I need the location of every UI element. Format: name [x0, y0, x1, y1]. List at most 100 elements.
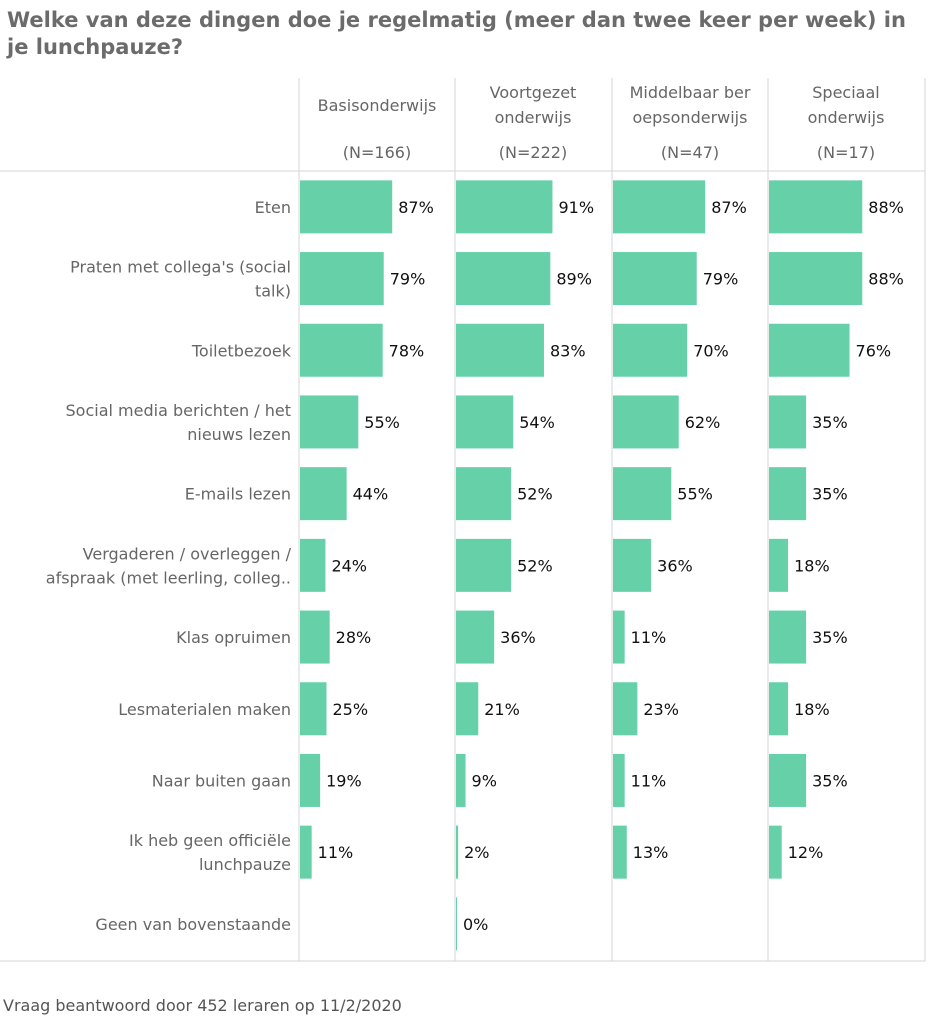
column-header-name: Speciaal — [812, 83, 879, 102]
bar-value-label: 13% — [633, 843, 669, 862]
bar — [456, 395, 514, 449]
bar-value-label: 55% — [364, 413, 400, 432]
category-label: talk) — [255, 282, 291, 301]
bar — [613, 682, 638, 736]
chart-title: Welke van deze dingen doe je regelmatig … — [7, 8, 906, 59]
bar-value-label: 24% — [331, 556, 367, 575]
bar — [456, 323, 544, 377]
bar-value-label: 79% — [703, 270, 739, 289]
bar — [613, 395, 679, 449]
bar — [456, 753, 466, 807]
bar — [456, 897, 457, 951]
bar — [613, 180, 706, 234]
bar-value-label: 25% — [333, 700, 369, 719]
bar — [769, 395, 807, 449]
bar-value-label: 36% — [657, 556, 693, 575]
bar — [456, 252, 551, 306]
bar — [300, 467, 347, 521]
bar — [456, 538, 512, 592]
bar — [300, 323, 383, 377]
column-header-n: (N=166) — [343, 143, 411, 162]
bar — [769, 467, 807, 521]
category-label: E-mails lezen — [185, 485, 291, 504]
column-header-name: onderwijs — [495, 108, 572, 127]
column-header-n: (N=222) — [499, 143, 567, 162]
bar-value-label: 76% — [856, 341, 892, 360]
bar — [613, 323, 688, 377]
bar — [456, 825, 459, 879]
category-label: nieuws lezen — [187, 425, 291, 444]
bar — [769, 825, 782, 879]
bar — [613, 252, 697, 306]
bar — [613, 753, 625, 807]
column-header-name: onderwijs — [808, 108, 885, 127]
bar — [769, 682, 789, 736]
bar-value-label: 12% — [788, 843, 824, 862]
bar-value-label: 2% — [464, 843, 489, 862]
bar-value-label: 78% — [389, 341, 425, 360]
column-header-name: Basisonderwijs — [318, 96, 437, 115]
bar — [769, 610, 807, 664]
bar-value-label: 55% — [677, 485, 713, 504]
bar-value-label: 54% — [519, 413, 555, 432]
bar-value-label: 91% — [558, 198, 594, 217]
bar — [300, 180, 393, 234]
bar — [613, 825, 627, 879]
category-label: Praten met collega's (social — [70, 258, 291, 277]
bar — [300, 825, 312, 879]
bar — [769, 323, 850, 377]
bar-value-label: 79% — [390, 270, 426, 289]
bar-value-label: 70% — [693, 341, 729, 360]
bar-value-label: 87% — [398, 198, 434, 217]
bar-value-label: 88% — [868, 198, 904, 217]
bar — [300, 682, 327, 736]
bar — [456, 682, 479, 736]
bar-value-label: 19% — [326, 771, 362, 790]
category-label: Klas opruimen — [176, 628, 291, 647]
category-label: Social media berichten / het — [66, 401, 291, 420]
category-label: lunchpauze — [199, 855, 291, 874]
bar-value-label: 35% — [812, 485, 848, 504]
bar — [769, 180, 863, 234]
bar-value-label: 35% — [812, 628, 848, 647]
bar — [300, 395, 359, 449]
bar — [300, 538, 326, 592]
category-label: Naar buiten gaan — [152, 771, 291, 790]
bar-value-label: 23% — [643, 700, 679, 719]
bar-value-label: 62% — [685, 413, 721, 432]
bar-value-label: 18% — [794, 556, 830, 575]
bar — [300, 753, 321, 807]
bar — [456, 180, 553, 234]
bar — [300, 610, 330, 664]
category-label: Ik heb geen officiële — [129, 831, 291, 850]
column-header-name: Middelbaar ber — [630, 83, 751, 102]
bar-value-label: 11% — [631, 628, 667, 647]
bar-value-label: 9% — [472, 771, 497, 790]
bar — [769, 252, 863, 306]
category-label: Toiletbezoek — [191, 341, 292, 360]
column-header-name: Voortgezet — [490, 83, 577, 102]
bar-value-label: 52% — [517, 556, 553, 575]
bar-value-label: 11% — [318, 843, 354, 862]
bar — [300, 252, 384, 306]
bar-value-label: 21% — [484, 700, 520, 719]
bar-value-label: 89% — [556, 270, 592, 289]
bar-value-label: 35% — [812, 413, 848, 432]
column-header-n: (N=47) — [661, 143, 719, 162]
bar-value-label: 36% — [500, 628, 536, 647]
bar-value-label: 0% — [463, 915, 488, 934]
column-header-name: oepsonderwijs — [633, 108, 748, 127]
bar-value-label: 88% — [868, 270, 904, 289]
bar — [613, 538, 652, 592]
bar-value-label: 11% — [631, 771, 667, 790]
chart-area: Basisonderwijs (N=166) Voortgezet onderwijs… — [0, 78, 926, 962]
column-header-n: (N=17) — [817, 143, 875, 162]
category-label: afspraak (met leerling, colleg.. — [46, 568, 291, 587]
category-label: Eten — [255, 198, 291, 217]
footer-note: Vraag beantwoord door 452 leraren op 11/… — [3, 996, 402, 1015]
bar-value-label: 44% — [353, 485, 389, 504]
category-label: Geen van bovenstaande — [95, 915, 291, 934]
category-label: Vergaderen / overleggen / — [83, 544, 292, 563]
bar — [769, 538, 789, 592]
bar-value-label: 83% — [550, 341, 586, 360]
